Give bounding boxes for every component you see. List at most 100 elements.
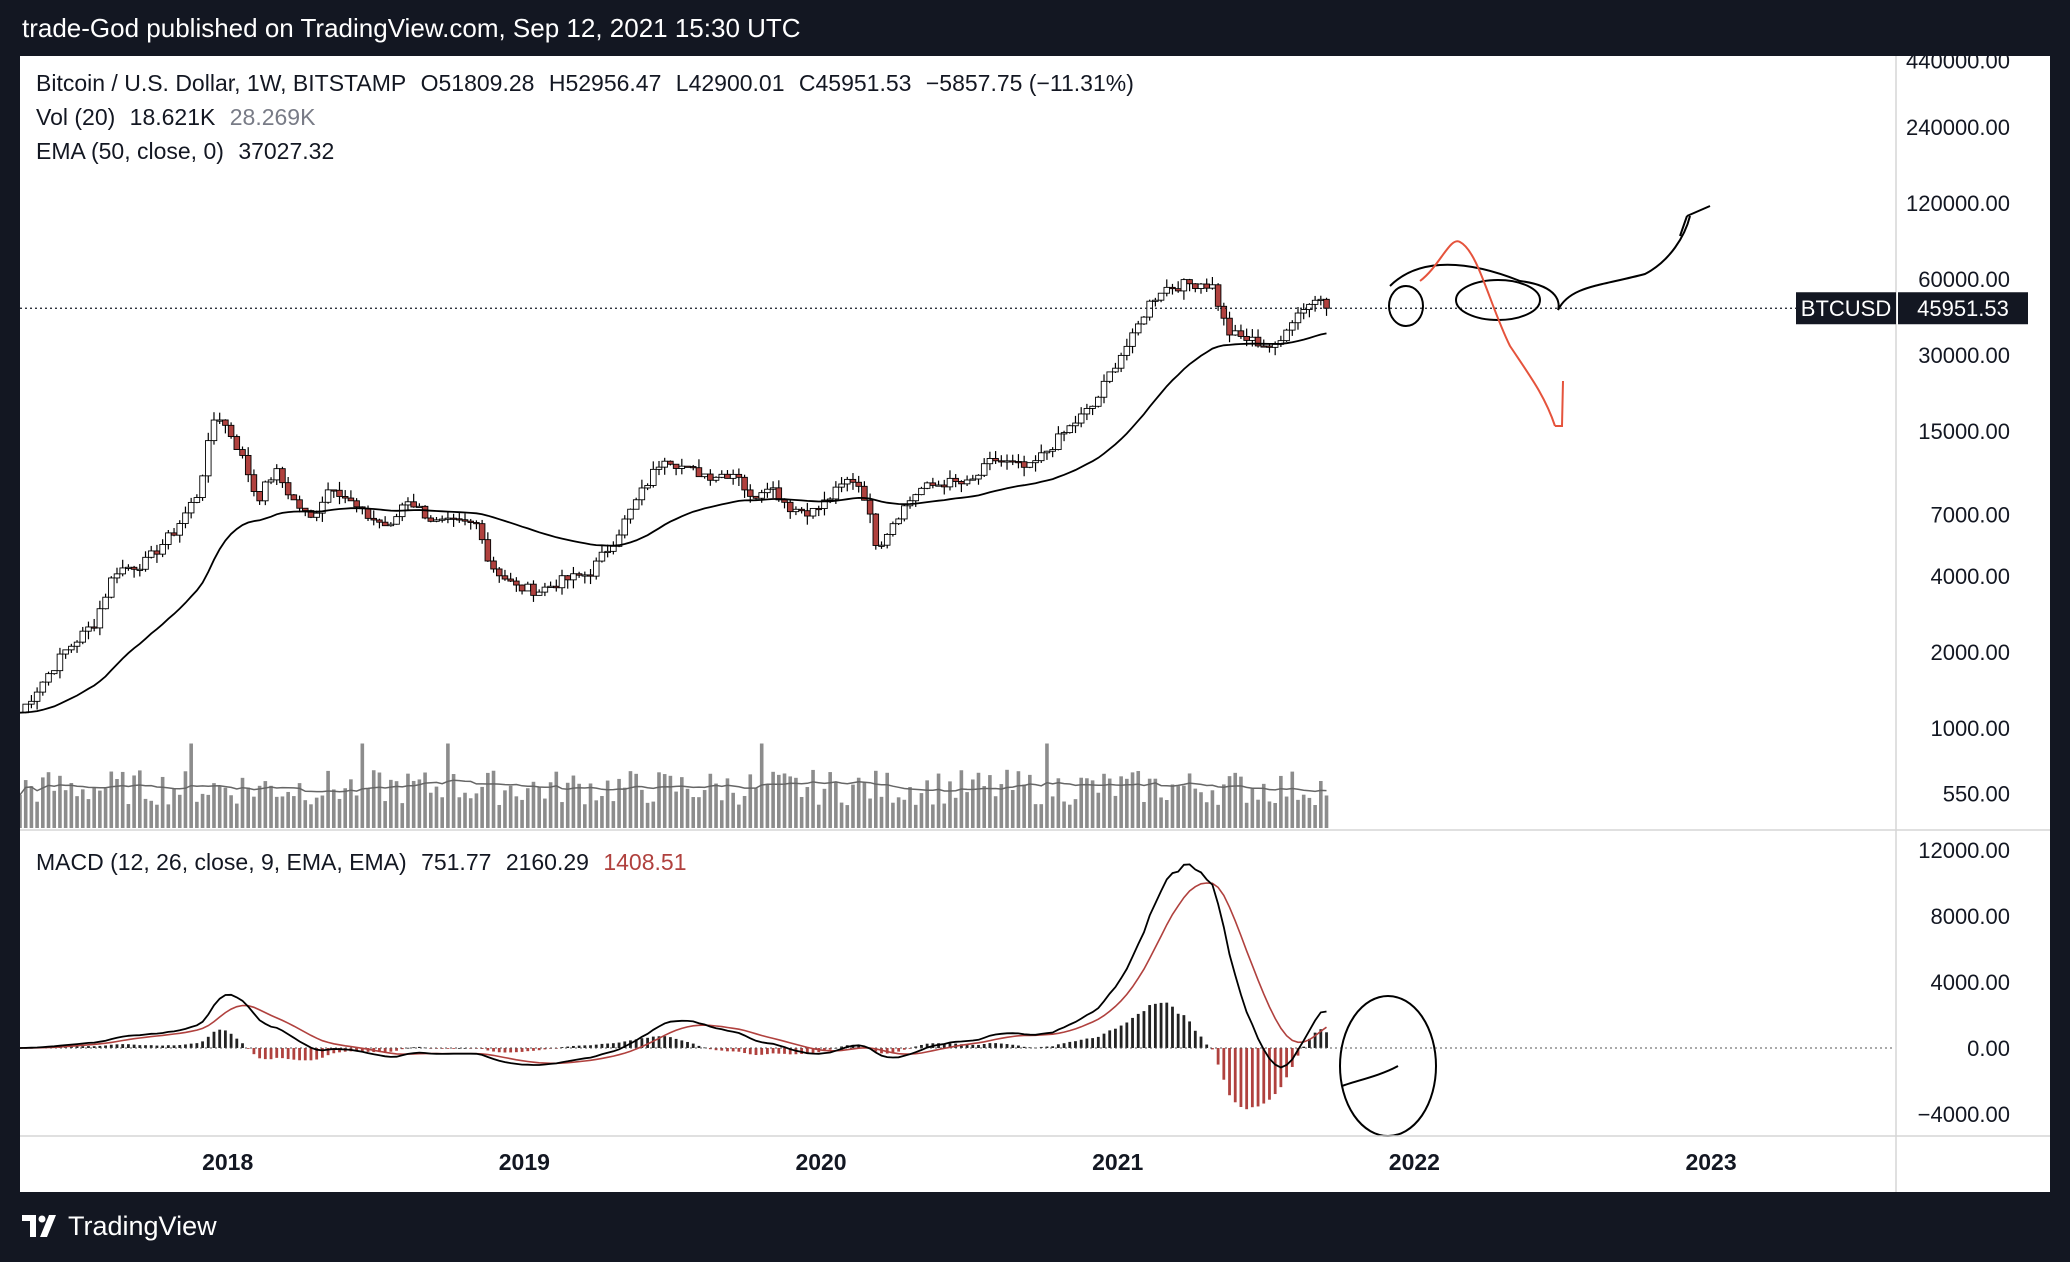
volume-bar (896, 797, 901, 828)
price-tick-label: 240000.00 (1906, 115, 2010, 140)
volume-bar (63, 790, 68, 828)
candle (273, 468, 280, 481)
circle-drawing (1388, 285, 1424, 327)
volume-bar (383, 801, 387, 828)
volume-bar (166, 804, 171, 828)
macd-hist-bar (788, 1048, 792, 1055)
candle (353, 500, 360, 508)
candle (912, 494, 919, 502)
candle (1134, 323, 1142, 334)
chart-area[interactable]: 440000.00 240000.00 120000.00 60000.00 30000… (20, 56, 2050, 1192)
macd-hist-bar (292, 1048, 296, 1060)
candle (809, 507, 817, 517)
symbol-tag (1796, 292, 1896, 325)
volume-bar (856, 777, 861, 828)
volume-bar (508, 785, 513, 828)
volume-bar (1273, 802, 1277, 828)
volume-bar (1085, 778, 1089, 828)
volume-bar (662, 774, 667, 828)
macd-hist-bar (805, 1048, 809, 1054)
candle (222, 419, 229, 426)
volume-bar (1244, 802, 1249, 828)
candle (1226, 317, 1233, 336)
macd-hist-bar (212, 1031, 216, 1048)
volume-bar (223, 787, 228, 828)
candle (758, 492, 765, 499)
candle (741, 476, 748, 491)
candle (438, 518, 446, 521)
candle (535, 591, 543, 596)
ema-label: EMA (50, close, 0) (36, 138, 224, 164)
candle (484, 539, 492, 562)
candle (861, 485, 868, 501)
volume-bar (491, 770, 496, 828)
candle (667, 460, 674, 465)
volume-bar (794, 777, 798, 828)
candle (592, 560, 600, 577)
volume-bar (1102, 773, 1106, 828)
volume-bar (742, 795, 747, 828)
volume-bar (103, 788, 108, 828)
macd-tick-label: 8000.00 (1930, 904, 2010, 929)
volume-bar (697, 797, 701, 828)
candle (187, 501, 195, 514)
macd-hist-bar (509, 1048, 513, 1053)
macd-hist-bar (657, 1036, 661, 1048)
volume-bar (349, 779, 353, 828)
chart-canvas[interactable]: 440000.00 240000.00 120000.00 60000.00 30000… (20, 56, 2050, 1192)
volume-bar (486, 772, 490, 828)
candle (244, 454, 252, 476)
candle (895, 518, 902, 525)
volume-bar (92, 787, 96, 828)
candle (958, 481, 965, 485)
macd-hist-bar (155, 1045, 159, 1048)
macd-pane (20, 863, 1895, 1110)
candle (1300, 309, 1307, 314)
volume-bar (948, 781, 952, 828)
macd-hist-bar (1313, 1032, 1317, 1048)
macd-hist-bar (589, 1045, 592, 1048)
volume-bar (80, 789, 85, 828)
candle (838, 483, 845, 488)
tradingview-logo[interactable]: TradingView (22, 1206, 217, 1246)
macd-hist-bar (611, 1043, 615, 1048)
macd-hist-bar (1245, 1048, 1249, 1110)
volume-bar (1204, 802, 1209, 828)
macd-hist-bar (320, 1048, 324, 1058)
volume-bar (309, 804, 313, 828)
macd-hist-bar (1250, 1048, 1254, 1108)
volume-bar (588, 783, 593, 828)
volume-bar (149, 800, 154, 828)
volume-bar (1062, 801, 1066, 828)
candle (604, 550, 611, 554)
volume-bar (1319, 780, 1323, 828)
volume-bar (1147, 778, 1152, 828)
macd-hist-bar (828, 1048, 832, 1050)
volume-bar (195, 801, 199, 828)
candle (1266, 345, 1273, 348)
macd-hist-bar (281, 1048, 284, 1059)
volume-bar (1216, 804, 1220, 828)
volume-bar (565, 782, 570, 828)
volume-bar (320, 795, 325, 828)
volume-bar (668, 775, 673, 828)
candle (941, 484, 948, 488)
macd-hist-bar (189, 1043, 193, 1048)
candle (467, 520, 474, 523)
macd-hist-bar (977, 1044, 980, 1048)
volume-bar (1256, 799, 1260, 828)
macd-hist-bar (720, 1048, 724, 1051)
macd-hist-bar (920, 1044, 923, 1048)
volume-bar (1119, 776, 1123, 828)
volume-bar (1136, 771, 1141, 828)
volume-bar (970, 779, 975, 828)
candle (610, 545, 617, 552)
volume-bar (1010, 789, 1015, 828)
volume-bar (594, 800, 599, 828)
macd-hist-bar (726, 1048, 729, 1052)
macd-hist-bar (1045, 1046, 1049, 1048)
macd-hist-bar (1193, 1030, 1197, 1048)
candle (450, 517, 457, 520)
volume-bar (993, 796, 998, 828)
macd-hist-bar (1153, 1003, 1157, 1048)
